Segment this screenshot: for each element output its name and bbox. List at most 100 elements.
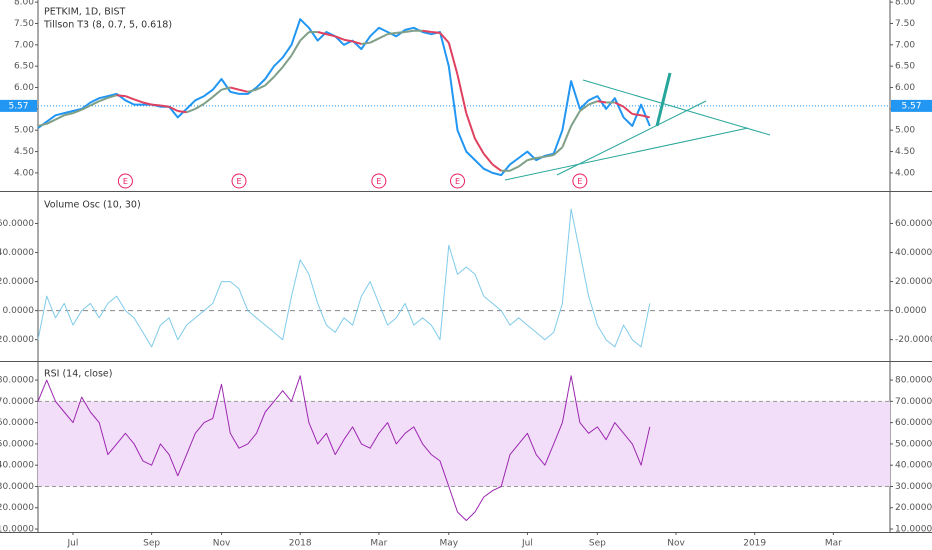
- indicator-segment: [125, 95, 135, 101]
- indicator-segment: [107, 94, 117, 99]
- y-tick-label: 60.0000: [895, 418, 932, 428]
- indicator-segment: [447, 42, 459, 75]
- indicator-segment: [456, 74, 468, 114]
- indicator-segment: [518, 159, 529, 168]
- indicator-segment: [142, 101, 152, 106]
- earnings-label: E: [376, 177, 381, 186]
- x-tick-label: Nov: [667, 539, 685, 549]
- indicator-segment: [98, 96, 109, 103]
- y-tick-label: 70.0000: [895, 397, 932, 407]
- y-tick-label: 40.0000: [895, 248, 932, 258]
- y-tick-label: 60.0000: [895, 219, 932, 229]
- indicator-segment: [281, 54, 293, 68]
- indicator-segment: [177, 110, 187, 114]
- indicator-segment: [133, 98, 144, 104]
- indicator-segment: [361, 41, 371, 45]
- indicator-segment: [422, 29, 432, 34]
- x-tick-label: Jul: [67, 539, 79, 549]
- indicator-title: RSI (14, close): [44, 369, 112, 380]
- y-tick-label: 80.0000: [895, 376, 932, 386]
- indicator-segment: [579, 103, 590, 112]
- indicator-segment: [482, 153, 494, 166]
- y-tick-label: 0.0000: [895, 306, 927, 316]
- indicator-title: Tillson T3 (8, 0.7, 5, 0.618): [43, 20, 172, 31]
- indicator-segment: [90, 100, 100, 107]
- y-tick-label: -20.0000: [0, 335, 34, 345]
- y-tick-label: 4.50: [14, 147, 34, 157]
- indicator-segment: [640, 114, 651, 119]
- y-tick-label: 8.00: [14, 0, 34, 8]
- indicator-segment: [588, 100, 598, 106]
- y-tick-label: 4.50: [895, 147, 915, 157]
- x-tick-label: Nov: [213, 539, 231, 549]
- indicator-segment: [378, 33, 389, 40]
- y-tick-label: 10.0000: [0, 525, 34, 535]
- y-tick-label: 50.0000: [0, 439, 34, 449]
- earnings-label: E: [123, 177, 128, 186]
- indicator-segment: [536, 155, 546, 159]
- indicator-segment: [37, 122, 47, 127]
- last-price-label: 5.57: [8, 101, 28, 111]
- indicator-segment: [151, 103, 161, 107]
- y-tick-label: 7.50: [14, 19, 34, 29]
- indicator-segment: [238, 88, 248, 93]
- earnings-label: E: [455, 177, 460, 186]
- indicator-segment: [597, 100, 607, 104]
- indicator-segment: [63, 112, 74, 117]
- pane-title: PETKIM, 1D, BIST: [44, 7, 126, 18]
- earnings-label: E: [236, 177, 241, 186]
- last-price-box: [0, 99, 37, 112]
- series-line: [37, 18, 651, 177]
- indicator-segment: [614, 101, 625, 108]
- x-tick-label: 2019: [743, 539, 766, 549]
- indicator-segment: [194, 102, 205, 110]
- x-tick-label: May: [439, 539, 458, 549]
- indicator-segment: [256, 84, 266, 91]
- last-price-label: 5.57: [901, 101, 921, 111]
- y-tick-label: 10.0000: [895, 525, 932, 535]
- y-tick-label: 7.50: [895, 19, 915, 29]
- indicator-segment: [72, 108, 83, 115]
- indicator-segment: [509, 165, 520, 172]
- indicator-segment: [439, 32, 450, 44]
- y-tick-label: 40.0000: [0, 461, 34, 471]
- indicator-segment: [570, 110, 581, 127]
- y-tick-label: 6.50: [895, 62, 915, 72]
- y-tick-label: 7.00: [895, 40, 915, 50]
- y-tick-label: 60.0000: [0, 418, 34, 428]
- indicator-segment: [343, 38, 353, 43]
- indicator-segment: [544, 154, 554, 158]
- y-tick-label: 6.00: [14, 83, 34, 93]
- y-tick-label: 6.50: [14, 62, 34, 72]
- indicator-segment: [55, 114, 65, 121]
- indicator-segment: [212, 88, 223, 98]
- indicator-segment: [334, 35, 345, 41]
- indicator-segment: [431, 31, 441, 34]
- y-tick-label: 4.00: [895, 168, 915, 178]
- x-tick-label: Sep: [589, 539, 606, 549]
- y-tick-label: 40.0000: [0, 248, 34, 258]
- indicator-segment: [264, 76, 275, 87]
- y-tick-label: 80.0000: [0, 376, 34, 386]
- arrow-drawing: [655, 72, 672, 127]
- last-price-box: [891, 99, 932, 112]
- y-tick-label: 30.0000: [895, 482, 932, 492]
- indicator-segment: [527, 157, 537, 162]
- indicator-segment: [387, 31, 397, 36]
- x-tick-label: Sep: [143, 539, 160, 549]
- y-tick-label: 50.0000: [895, 439, 932, 449]
- indicator-segment: [317, 31, 327, 36]
- y-tick-label: 8.00: [895, 0, 915, 8]
- indicator-segment: [203, 96, 214, 105]
- x-tick-label: Jul: [521, 539, 533, 549]
- indicator-segment: [247, 88, 257, 93]
- series-line: [37, 208, 651, 348]
- x-tick-label: Mar: [370, 539, 387, 549]
- series-line: [37, 375, 651, 521]
- indicator-segment: [369, 37, 380, 44]
- indicator-segment: [491, 163, 502, 172]
- indicator-segment: [273, 66, 284, 78]
- indicator-segment: [326, 33, 336, 38]
- y-tick-label: -20.0000: [895, 335, 932, 345]
